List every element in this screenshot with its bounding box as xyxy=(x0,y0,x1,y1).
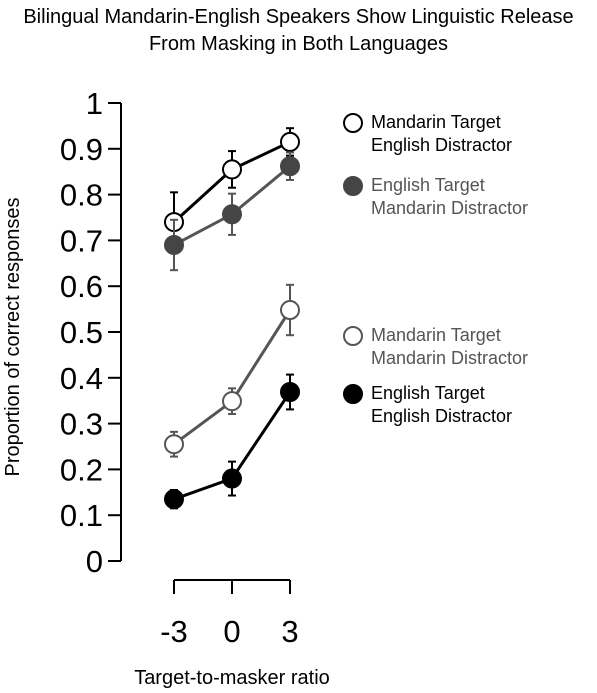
y-tick-label: 0.1 xyxy=(60,498,103,533)
y-tick-label: 0.3 xyxy=(60,407,103,442)
y-axis-label: Proportion of correct responses xyxy=(2,197,24,476)
data-point xyxy=(164,434,184,455)
legend-marker xyxy=(343,326,363,346)
y-tick-label: 0.7 xyxy=(60,223,103,258)
data-point xyxy=(164,234,184,255)
x-axis-label: Target-to-masker ratio xyxy=(134,667,330,689)
y-axis: 0 0.1 0.2 0.3 0.4 0.5 0.6 0.7 0.8 0.9 1 xyxy=(60,86,122,579)
legend-label: Mandarin Target xyxy=(371,325,501,345)
y-tick-label: 0.4 xyxy=(60,361,103,396)
legend-label: English Target xyxy=(371,383,485,403)
x-tick-label: -3 xyxy=(160,614,188,649)
data-point xyxy=(222,468,242,489)
legend-label: Mandarin Distractor xyxy=(371,348,528,368)
legend-item-4: English Target English Distractor xyxy=(343,383,512,426)
legend-label: Mandarin Target xyxy=(371,112,501,132)
legend-item-1: Mandarin Target English Distractor xyxy=(343,112,512,155)
y-tick-label: 0.6 xyxy=(60,269,103,304)
y-tick-label: 0 xyxy=(86,544,103,579)
legend-label: English Target xyxy=(371,175,485,195)
data-point xyxy=(280,381,300,402)
legend-item-3: Mandarin Target Mandarin Distractor xyxy=(343,325,528,368)
data-point xyxy=(280,131,300,152)
data-point xyxy=(222,159,242,180)
legend-item-2: English Target Mandarin Distractor xyxy=(343,175,528,218)
x-tick-label: 3 xyxy=(281,614,298,649)
legend-label: English Distractor xyxy=(371,406,512,426)
x-axis: -3 0 3 xyxy=(160,579,299,649)
legend-marker xyxy=(343,113,363,133)
data-point xyxy=(164,489,184,510)
series-2 xyxy=(164,151,300,272)
chart-title: Bilingual Mandarin-English Speakers Show… xyxy=(23,6,574,55)
y-tick-label: 0.5 xyxy=(60,315,103,350)
data-point xyxy=(280,300,300,321)
y-tick-label: 0.9 xyxy=(60,132,103,167)
legend-label: English Distractor xyxy=(371,135,512,155)
data-point xyxy=(222,391,242,412)
y-tick-label: 0.8 xyxy=(60,178,103,213)
series-line xyxy=(173,309,292,446)
x-tick-label: 0 xyxy=(223,614,240,649)
data-point xyxy=(280,156,300,177)
y-tick-label: 1 xyxy=(86,86,103,121)
series-4 xyxy=(164,373,300,510)
y-tick-label: 0.2 xyxy=(60,452,103,487)
data-point xyxy=(222,204,242,225)
legend-marker xyxy=(343,384,363,404)
legend-marker xyxy=(343,176,363,196)
plot-area xyxy=(164,127,300,510)
series-3 xyxy=(164,283,300,458)
legend-label: Mandarin Distractor xyxy=(371,198,528,218)
